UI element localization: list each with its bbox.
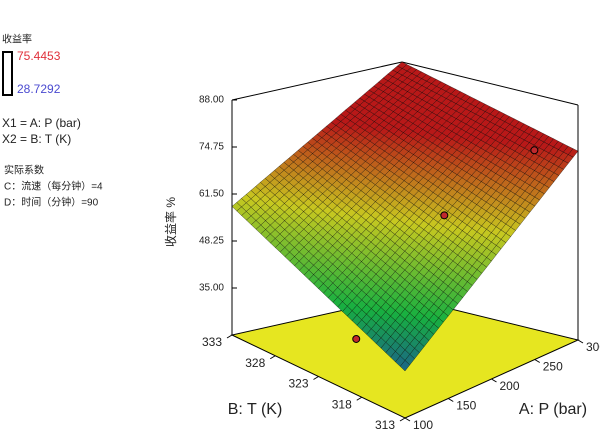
z-tick-label: 35.00 — [199, 283, 224, 294]
y-tick — [399, 417, 406, 422]
y-tick-label: 313 — [375, 418, 395, 431]
x-tick — [447, 398, 454, 402]
box-edge — [401, 61, 579, 106]
z-tick-label: 88.00 — [199, 95, 224, 106]
design-point — [530, 146, 539, 155]
y-tick — [226, 334, 233, 339]
x-tick — [491, 378, 497, 383]
z-tick-label: 74.75 — [199, 142, 224, 153]
x-tick — [534, 359, 541, 363]
y-tick-label: 318 — [332, 397, 352, 411]
y-tick — [356, 396, 363, 401]
surface-cell — [317, 165, 405, 244]
y-tick-label: 333 — [202, 335, 222, 349]
surface-cell — [360, 124, 448, 198]
y-tick-label: 328 — [245, 356, 265, 370]
coefficients-title: 实际系数 — [4, 164, 44, 177]
legend-max: 75.4453 — [17, 49, 61, 63]
y-tick-label: 323 — [288, 377, 308, 391]
x-axis-title: A: P (bar) — [519, 401, 587, 418]
legend-title: 收益率 — [2, 33, 32, 46]
box-edge — [231, 61, 403, 101]
factor-line: X1 = A: P (bar) — [2, 116, 81, 130]
x-tick-label: 300 — [586, 340, 600, 354]
color-bar — [2, 51, 13, 96]
design-point — [352, 334, 361, 343]
coefficient: C：流速（每分钟）=4 — [4, 180, 103, 193]
surface-cell — [402, 84, 491, 153]
surface-cell — [274, 206, 362, 290]
x-tick — [577, 339, 584, 344]
surface-cell — [447, 178, 536, 262]
x-tick-label: 250 — [543, 360, 563, 374]
surface-cell — [403, 151, 492, 230]
x-tick-label: 200 — [500, 379, 520, 393]
surface-cell — [361, 279, 449, 372]
surface-cell — [318, 242, 406, 331]
surface-cell — [316, 97, 404, 167]
design-point — [440, 211, 449, 220]
legend-min: 28.7292 — [17, 82, 61, 96]
surface-cell — [361, 197, 449, 280]
y-axis-title: B: T (K) — [228, 401, 283, 418]
surface-facet — [399, 360, 411, 372]
z-tick-label: 61.50 — [199, 189, 224, 200]
y-tick — [313, 376, 319, 380]
surface-cell — [231, 170, 319, 248]
surface-cell — [446, 106, 535, 180]
coefficient: D：时间（分钟）=90 — [4, 196, 99, 209]
surface-cell — [404, 228, 492, 317]
x-tick-label: 100 — [413, 418, 433, 431]
z-tick-label: 48.25 — [199, 236, 224, 247]
x-tick — [404, 417, 411, 422]
surface-cell — [359, 61, 447, 126]
surface-cell — [490, 128, 579, 207]
x-tick-label: 150 — [456, 399, 476, 413]
y-tick — [269, 355, 276, 360]
z-axis-title: 收益率 % — [163, 197, 178, 247]
factor-line: X2 = B: T (K) — [2, 132, 71, 146]
